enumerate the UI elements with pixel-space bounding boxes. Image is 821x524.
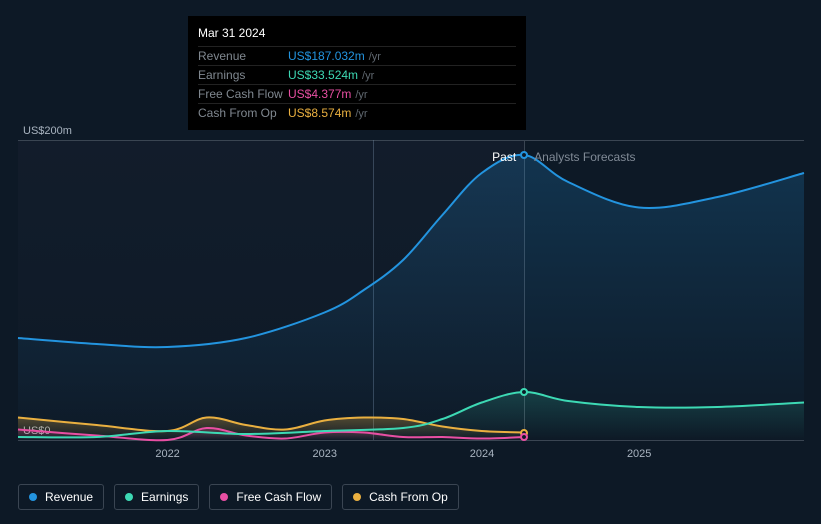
tooltip-row-value: US$4.377m bbox=[288, 87, 351, 101]
tooltip-row-label: Cash From Op bbox=[198, 106, 288, 120]
tooltip-row-label: Earnings bbox=[198, 68, 288, 82]
fcf-divider-marker bbox=[520, 433, 528, 441]
past-label: Past bbox=[492, 150, 516, 164]
earnings-divider-marker bbox=[520, 388, 528, 396]
legend-item[interactable]: Revenue bbox=[18, 484, 104, 510]
x-axis-label: 2022 bbox=[155, 448, 179, 460]
legend-label: Cash From Op bbox=[369, 490, 448, 504]
tooltip-row-value: US$33.524m bbox=[288, 68, 358, 82]
x-axis-label: 2024 bbox=[470, 448, 494, 460]
legend: Revenue Earnings Free Cash Flow Cash From O… bbox=[18, 484, 459, 510]
y-axis-label-max: US$200m bbox=[23, 125, 72, 137]
tooltip-row-suffix: /yr bbox=[362, 70, 374, 82]
tooltip-row-suffix: /yr bbox=[355, 89, 367, 101]
chart-svg[interactable] bbox=[18, 140, 804, 440]
legend-dot-icon bbox=[220, 493, 228, 501]
x-axis-label: 2025 bbox=[627, 448, 651, 460]
tooltip-date: Mar 31 2024 bbox=[198, 24, 516, 46]
legend-dot-icon bbox=[29, 493, 37, 501]
legend-label: Earnings bbox=[141, 490, 188, 504]
tooltip-row: Cash From OpUS$8.574m/yr bbox=[198, 103, 516, 122]
tooltip-row-value: US$187.032m bbox=[288, 49, 365, 63]
hover-tooltip: Mar 31 2024 RevenueUS$187.032m/yrEarning… bbox=[188, 16, 526, 130]
tooltip-row-suffix: /yr bbox=[355, 108, 367, 120]
legend-label: Revenue bbox=[45, 490, 93, 504]
revenue-divider-marker bbox=[520, 151, 528, 159]
tooltip-row-label: Free Cash Flow bbox=[198, 87, 288, 101]
legend-dot-icon bbox=[353, 493, 361, 501]
legend-label: Free Cash Flow bbox=[236, 490, 321, 504]
tooltip-row-label: Revenue bbox=[198, 49, 288, 63]
legend-item[interactable]: Earnings bbox=[114, 484, 199, 510]
tooltip-row: RevenueUS$187.032m/yr bbox=[198, 46, 516, 65]
legend-dot-icon bbox=[125, 493, 133, 501]
forecast-label: Analysts Forecasts bbox=[534, 150, 635, 164]
tooltip-row: EarningsUS$33.524m/yr bbox=[198, 65, 516, 84]
legend-item[interactable]: Free Cash Flow bbox=[209, 484, 332, 510]
tooltip-row-suffix: /yr bbox=[369, 51, 381, 63]
x-axis-label: 2023 bbox=[313, 448, 337, 460]
revenue-area bbox=[18, 155, 804, 440]
tooltip-row-value: US$8.574m bbox=[288, 106, 351, 120]
tooltip-row: Free Cash FlowUS$4.377m/yr bbox=[198, 84, 516, 103]
gridline-bottom bbox=[18, 440, 804, 441]
legend-item[interactable]: Cash From Op bbox=[342, 484, 459, 510]
